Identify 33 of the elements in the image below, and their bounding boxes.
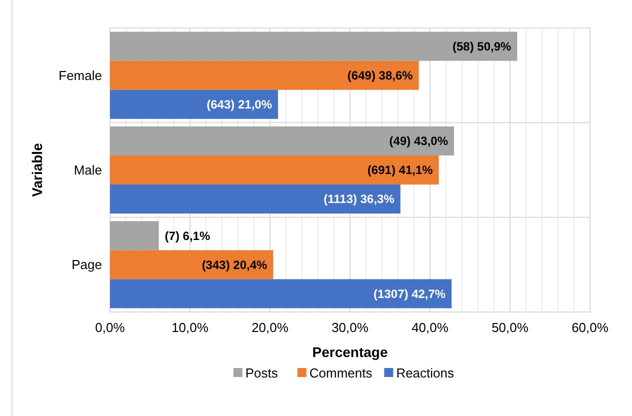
bar <box>110 155 439 185</box>
data-label: (343) 20,4% <box>202 258 268 272</box>
x-tick-label: 50,0% <box>492 320 529 335</box>
data-label: (49) 43,0% <box>389 134 448 148</box>
bar <box>110 279 452 308</box>
data-label: (1307) 42,7% <box>374 286 446 301</box>
bar <box>110 221 159 250</box>
bar <box>110 32 518 61</box>
x-axis-title: Percentage <box>312 344 388 360</box>
x-tick-label: 30,0% <box>332 320 369 335</box>
y-tick-label: Female <box>58 68 102 83</box>
data-label: (649) 38,6% <box>347 68 414 83</box>
bar <box>110 60 419 90</box>
y-tick-label: Male <box>74 162 102 178</box>
x-tick-label: 20,0% <box>252 320 289 335</box>
bar <box>110 126 454 156</box>
y-axis-title: Variable <box>29 142 45 197</box>
legend-label: Posts <box>245 366 278 381</box>
data-label: (58) 50,9% <box>452 40 512 54</box>
x-tick-label: 60,0% <box>572 320 609 335</box>
legend-label: Comments <box>309 366 373 381</box>
bar <box>110 184 400 214</box>
bar <box>110 250 274 280</box>
legend-label: Reactions <box>396 366 455 381</box>
data-label: (691) 41,1% <box>367 163 434 178</box>
x-tick-label: 0,0% <box>95 320 126 335</box>
bar <box>110 90 278 119</box>
y-tick-label: Page <box>72 257 102 272</box>
x-tick-label: 40,0% <box>412 320 449 335</box>
data-label: (643) 21,0% <box>206 98 272 112</box>
x-tick-label: 10,0% <box>172 320 209 335</box>
data-label: (1113) 36,3% <box>324 192 395 206</box>
data-label: (7) 6,1% <box>164 228 210 243</box>
